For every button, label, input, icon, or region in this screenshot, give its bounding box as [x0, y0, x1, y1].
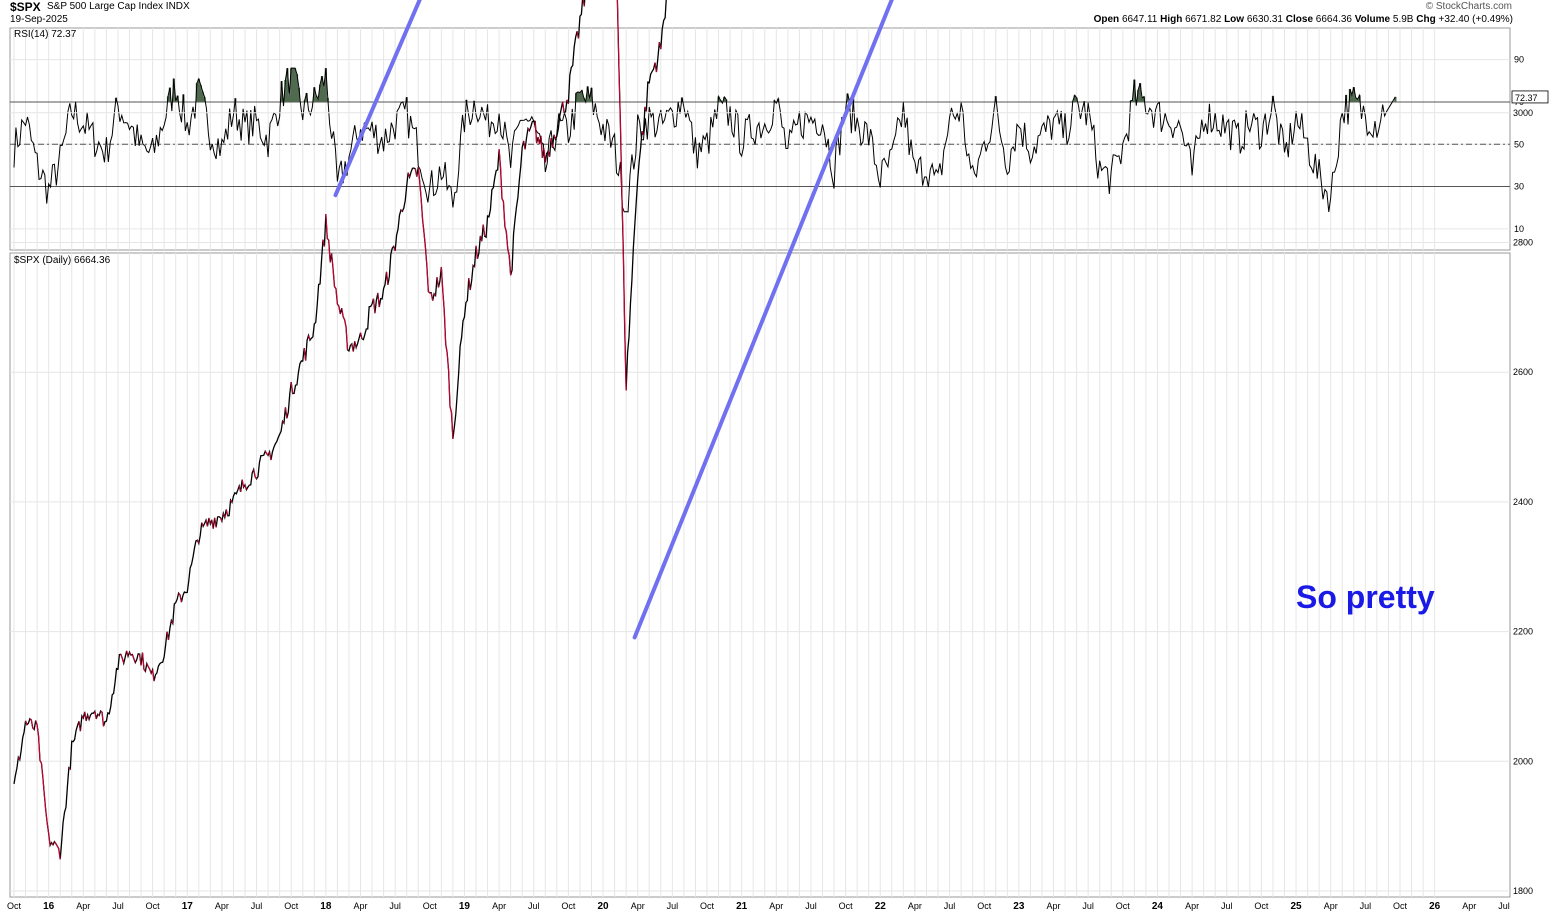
x-tick-label: Jul [389, 901, 401, 911]
low-value: 6630.31 [1246, 14, 1283, 25]
x-tick-label: Jul [1082, 901, 1094, 911]
open-label: Open [1093, 14, 1120, 25]
x-tick-label: Jul [1221, 901, 1233, 911]
x-tick-label: Jul [667, 901, 679, 911]
x-tick-label: Jul [1498, 901, 1510, 911]
price-ytick-label: 2200 [1513, 627, 1533, 637]
price-down-segments [17, 0, 662, 860]
rsi-last-value-tag [1511, 90, 1549, 104]
chg-label: Chg [1416, 14, 1436, 25]
symbol: $SPX [10, 0, 41, 14]
high-label: High [1160, 14, 1183, 25]
price-ytick-label: 2600 [1513, 367, 1533, 377]
rsi-ytick-label: 90 [1514, 55, 1524, 65]
price-ytick-label: 3000 [1513, 108, 1533, 118]
x-tick-label: Jul [112, 901, 124, 911]
chart-annotation: So pretty [1296, 579, 1435, 615]
index-name: S&P 500 Large Cap Index INDX [47, 1, 190, 12]
trendline-lower-channel [632, 0, 894, 640]
chg-value: +32.40 (+0.49%) [1438, 14, 1514, 25]
x-tick-label: Oct [423, 901, 438, 911]
x-tick-label: 17 [182, 901, 194, 912]
x-tick-label: Jul [251, 901, 263, 911]
rsi-ytick-label: 30 [1514, 182, 1524, 192]
price-ytick-label: 1800 [1513, 886, 1533, 896]
x-tick-label: Apr [1324, 901, 1338, 911]
x-tick-label: Oct [1393, 901, 1408, 911]
x-tick-label: Jul [1360, 901, 1372, 911]
x-tick-label: Apr [1462, 901, 1476, 911]
rsi-ytick-label: 50 [1514, 139, 1524, 149]
brand-watermark: © StockCharts.com [1425, 1, 1512, 12]
x-tick-label: 25 [1290, 901, 1302, 912]
rsi-ytick-label: 10 [1514, 224, 1524, 234]
x-tick-label: 22 [875, 901, 887, 912]
x-tick-label: Apr [76, 901, 90, 911]
chart-date: 19-Sep-2025 [10, 14, 68, 25]
price-ytick-label: 2800 [1513, 238, 1533, 248]
x-tick-label: Oct [1116, 901, 1131, 911]
x-tick-label: 26 [1429, 901, 1441, 912]
x-tick-label: Jul [805, 901, 817, 911]
x-tick-label: Apr [1046, 901, 1060, 911]
close-label: Close [1285, 14, 1314, 25]
x-tick-label: Apr [492, 901, 506, 911]
x-tick-label: Oct [1254, 901, 1269, 911]
x-tick-label: 18 [320, 901, 332, 912]
x-tick-label: 20 [597, 901, 609, 912]
x-tick-label: Apr [353, 901, 367, 911]
x-tick-label: Oct [700, 901, 715, 911]
x-tick-label: Apr [908, 901, 922, 911]
x-tick-label: Oct [146, 901, 161, 911]
x-tick-label: Jul [944, 901, 956, 911]
price-frame [9, 252, 1511, 898]
x-tick-label: 24 [1152, 901, 1164, 912]
x-tick-label: Apr [631, 901, 645, 911]
x-axis: Oct 16 Apr Jul Oct 17 Apr Jul Oct 18 Apr Jul Oct 19 Ap… [7, 901, 1510, 912]
volume-label: Volume [1354, 14, 1391, 25]
rsi-line [13, 67, 1396, 213]
chart-header: $SPX S&P 500 Large Cap Index INDX 19-Sep… [0, 0, 1557, 27]
x-tick-label: 16 [43, 901, 55, 912]
x-tick-label: 23 [1013, 901, 1025, 912]
x-tick-label: Oct [561, 901, 576, 911]
x-tick-label: Oct [839, 901, 854, 911]
open-value: 6647.11 [1121, 14, 1158, 25]
x-tick-label: Apr [215, 901, 229, 911]
x-tick-label: Oct [977, 901, 992, 911]
x-tick-label: 21 [736, 901, 748, 912]
price-title: $SPX (Daily) 6664.36 [14, 255, 111, 266]
rsi-last-value-label: 72.37 [1515, 93, 1538, 103]
close-value: 6664.36 [1315, 14, 1352, 25]
x-tick-label: 19 [459, 901, 471, 912]
x-tick-label: Oct [284, 901, 299, 911]
rsi-frame [9, 27, 1511, 251]
price-ytick-label: 2400 [1513, 497, 1533, 507]
high-value: 6671.82 [1185, 14, 1222, 25]
x-tick-label: Jul [528, 901, 540, 911]
volume-value: 5.9B [1392, 14, 1414, 25]
exchange: INDX [165, 1, 190, 12]
price-ytick-label: 2000 [1513, 756, 1533, 766]
rsi-title: RSI(14) 72.37 [14, 29, 77, 40]
ohlc-readout: Open 6647.11 High 6671.82 Low 6630.31 Cl… [1094, 14, 1513, 25]
x-tick-label: Oct [7, 901, 22, 911]
low-label: Low [1224, 14, 1245, 25]
x-tick-label: Apr [1185, 901, 1199, 911]
price-panel: 1800200022002400260028003000320034003600… [9, 0, 1533, 898]
x-tick-label: Apr [769, 901, 783, 911]
index-full-name: S&P 500 Large Cap Index [47, 1, 164, 12]
